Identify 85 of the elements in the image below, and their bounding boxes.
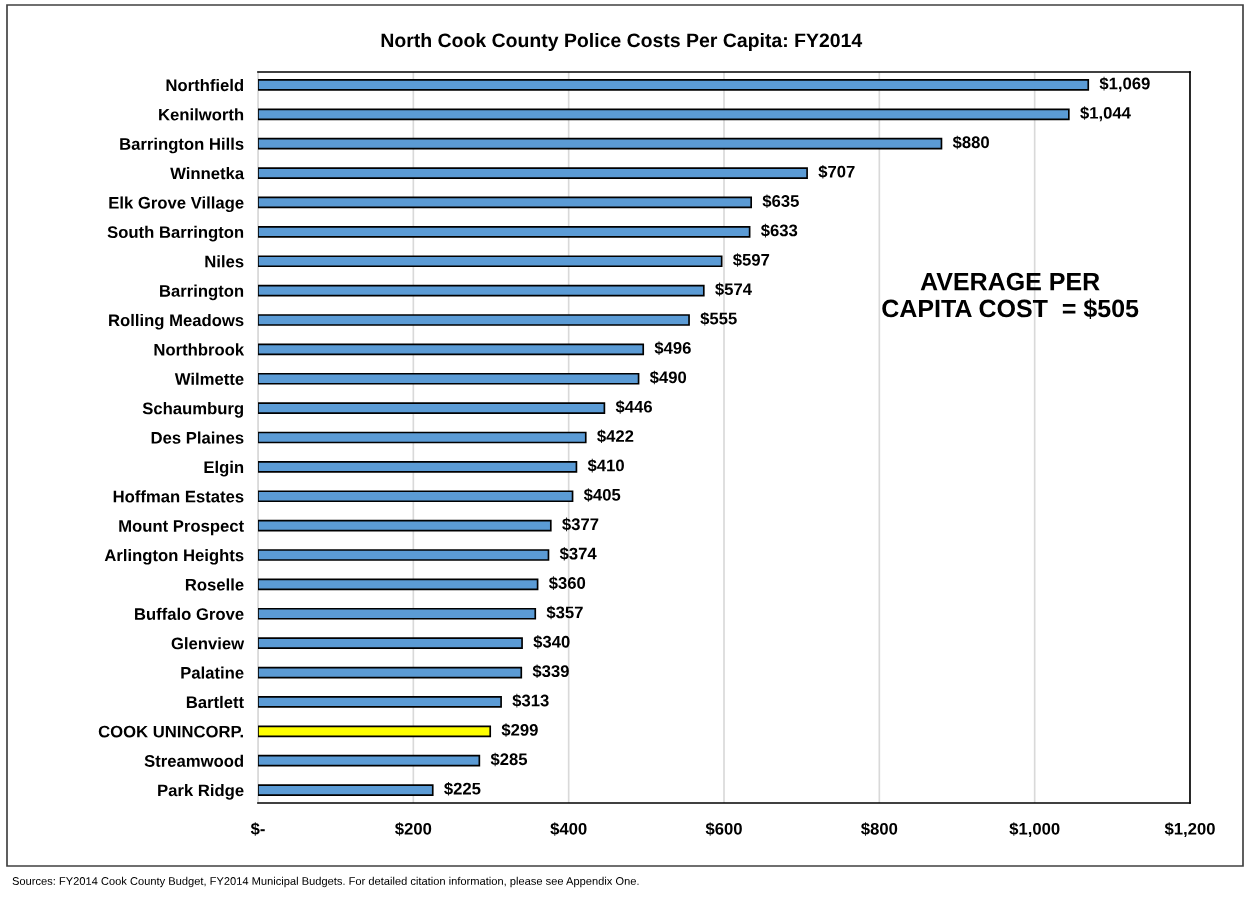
y-tick-label: South Barrington	[107, 225, 244, 242]
x-tick-label: $-	[250, 822, 265, 836]
y-tick-label: Wilmette	[174, 372, 244, 385]
x-tick-label: $800	[861, 822, 898, 836]
annotation: AVERAGE PER CAPITA COST = $505	[882, 272, 1139, 319]
data-label: $360	[548, 576, 586, 590]
bar	[258, 167, 808, 179]
data-label: $405	[583, 488, 621, 502]
y-tick-label: Bartlett	[186, 695, 244, 709]
source-note: Sources: FY2014 Cook County Budget, FY2014 Municipal Budgets. For detailed citation information, please see Appendix One.	[12, 876, 639, 888]
bar	[258, 461, 578, 473]
x-tick-label: $1,200	[1164, 822, 1215, 838]
data-label: $225	[444, 782, 481, 796]
y-tick-label: Kenilworth	[159, 108, 244, 121]
bar	[258, 490, 574, 503]
data-label: $357	[546, 605, 583, 620]
y-tick-label: Hoffman Estates	[113, 490, 244, 503]
data-label: $633	[760, 223, 798, 238]
data-label: $410	[587, 458, 624, 473]
bar	[258, 372, 640, 385]
y-tick-label: Barrington Hills	[120, 137, 244, 154]
bar	[258, 578, 539, 591]
x-tick-label: $400	[550, 822, 587, 836]
bar	[258, 784, 434, 796]
bar	[258, 431, 587, 444]
data-label: $299	[501, 723, 538, 737]
bar	[258, 549, 550, 561]
data-label: $490	[649, 370, 687, 385]
data-label: $285	[490, 752, 528, 767]
data-label: $496	[654, 341, 691, 355]
bar	[258, 754, 481, 767]
y-tick-label: COOK UNINCORP.	[98, 725, 243, 738]
y-tick-label: Mount Prospect	[119, 520, 244, 536]
bar	[258, 226, 751, 238]
data-label: $574	[715, 282, 752, 297]
bar	[258, 666, 523, 679]
y-tick-label: Glenview	[171, 637, 245, 650]
data-label: $377	[562, 517, 599, 532]
data-label: $422	[597, 429, 634, 444]
y-tick-label: Park Ridge	[158, 784, 244, 800]
y-tick-label: Winnetka	[170, 167, 245, 180]
data-label: $555	[700, 311, 737, 326]
bar	[258, 255, 723, 268]
bar	[258, 196, 753, 209]
y-tick-label: Palatine	[181, 666, 244, 679]
bar	[258, 343, 645, 356]
x-tick-label: $200	[395, 822, 432, 836]
x-tick-label: $600	[705, 822, 742, 836]
bar	[258, 637, 523, 649]
y-tick-label: Northfield	[166, 78, 244, 92]
x-tick-label: $1,000	[1009, 822, 1060, 838]
y-tick-label: Elgin	[204, 460, 244, 477]
bar	[258, 402, 606, 414]
data-label: $339	[532, 664, 569, 679]
y-tick-label: Northbrook	[154, 343, 245, 356]
bar	[258, 519, 552, 532]
data-label: $340	[533, 635, 570, 649]
data-label: $880	[952, 135, 989, 150]
y-tick-label: Buffalo Grove	[135, 607, 244, 620]
chart-title: North Cook County Police Costs Per Capita: FY2014	[381, 32, 863, 52]
bar	[258, 284, 705, 297]
bar	[258, 137, 943, 150]
bar	[258, 725, 492, 738]
bar	[258, 108, 1070, 121]
data-label: $597	[733, 253, 770, 267]
y-tick-label: Schaumburg	[142, 402, 243, 418]
data-label: $635	[762, 194, 799, 208]
y-tick-label: Barrington	[160, 284, 244, 301]
data-label: $313	[512, 693, 549, 708]
bar	[258, 607, 537, 620]
bar	[258, 79, 1090, 91]
y-tick-label: Rolling Meadows	[109, 313, 244, 330]
bar	[258, 314, 690, 326]
data-label: $374	[559, 546, 597, 561]
y-tick-label: Streamwood	[144, 754, 244, 767]
y-tick-label: Des Plaines	[151, 431, 244, 444]
y-tick-label: Roselle	[185, 578, 244, 591]
bar	[258, 696, 502, 708]
y-tick-label: Elk Grove Village	[109, 196, 244, 213]
data-label: $446	[615, 400, 652, 414]
y-tick-label: Arlington Heights	[104, 548, 244, 565]
data-label: $1,044	[1080, 106, 1131, 122]
data-label: $707	[818, 165, 855, 179]
y-tick-label: Niles	[205, 255, 244, 268]
data-label: $1,069	[1099, 76, 1150, 92]
